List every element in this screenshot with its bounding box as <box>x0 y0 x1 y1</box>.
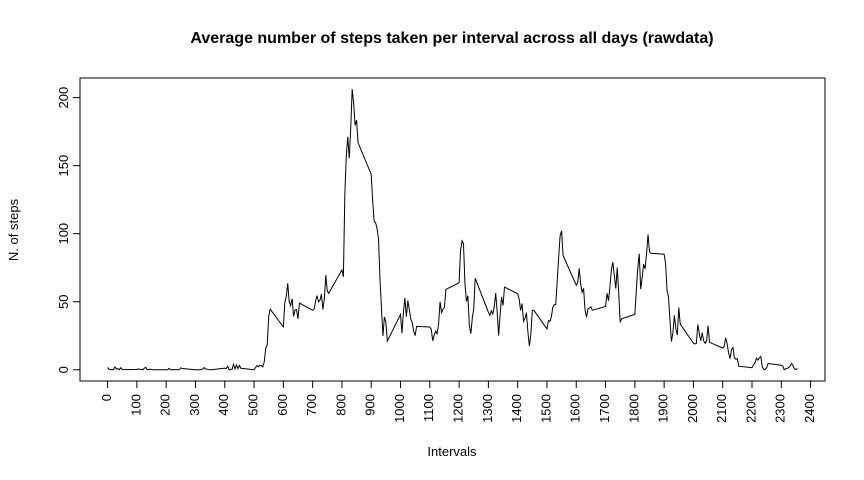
x-axis-label: Intervals <box>427 444 477 459</box>
y-tick-label: 100 <box>56 223 71 245</box>
x-tick-label: 1200 <box>451 394 466 423</box>
x-tick-label: 2000 <box>685 394 700 423</box>
x-tick-label: 1800 <box>626 394 641 423</box>
x-tick-label: 0 <box>99 394 114 401</box>
x-tick-label: 200 <box>158 394 173 416</box>
plot-box <box>79 77 826 382</box>
x-tick-label: 300 <box>187 394 202 416</box>
x-tick-label: 800 <box>333 394 348 416</box>
x-tick-label: 1700 <box>597 394 612 423</box>
chart-title: Average number of steps taken per interv… <box>190 30 713 47</box>
x-tick-label: 1300 <box>480 394 495 423</box>
x-tick-label: 400 <box>216 394 231 416</box>
x-tick-label: 1500 <box>538 394 553 423</box>
x-tick-label: 900 <box>363 394 378 416</box>
x-tick-label: 2100 <box>714 394 729 423</box>
x-tick-label: 700 <box>304 394 319 416</box>
x-tick-label: 500 <box>245 394 260 416</box>
data-line <box>107 89 798 371</box>
x-tick-label: 1400 <box>509 394 524 423</box>
x-tick-label: 2200 <box>743 394 758 423</box>
x-tick-label: 2400 <box>802 394 817 423</box>
x-tick-label: 1000 <box>392 394 407 423</box>
x-tick-label: 2300 <box>773 394 788 423</box>
y-tick-label: 0 <box>56 366 71 373</box>
y-tick-label: 200 <box>56 87 71 109</box>
x-tick-label: 100 <box>128 394 143 416</box>
y-tick-label: 150 <box>56 155 71 177</box>
x-tick-label: 1900 <box>656 394 671 423</box>
x-tick-label: 600 <box>275 394 290 416</box>
y-axis-label: N. of steps <box>6 198 21 261</box>
y-tick-label: 50 <box>56 294 71 308</box>
x-tick-label: 1600 <box>568 394 583 423</box>
x-tick-label: 1100 <box>421 394 436 422</box>
